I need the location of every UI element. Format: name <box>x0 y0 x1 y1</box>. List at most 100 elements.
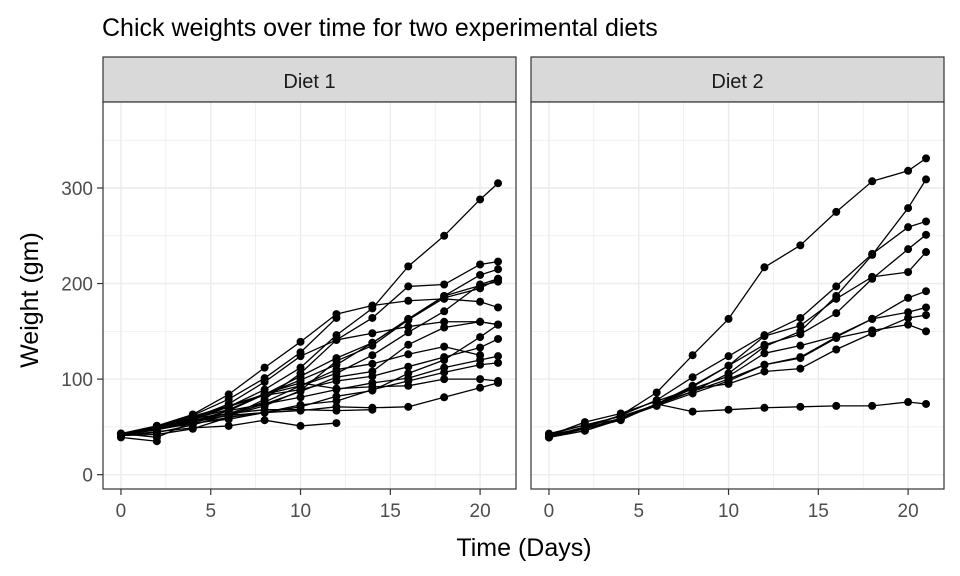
data-point <box>832 309 841 318</box>
y-tick-label: 100 <box>61 370 93 391</box>
y-axis-title: Weight (gm) <box>16 232 44 368</box>
data-point <box>832 282 841 291</box>
data-point <box>832 334 841 343</box>
data-point <box>922 327 931 336</box>
data-point <box>368 359 377 368</box>
series-line <box>548 314 927 437</box>
data-point <box>494 257 503 266</box>
data-point <box>296 393 305 402</box>
y-tick-label: 0 <box>82 466 93 487</box>
data-point <box>724 352 733 361</box>
data-point <box>404 369 413 378</box>
data-point <box>368 301 377 310</box>
data-point <box>368 405 377 414</box>
x-tick-label: 5 <box>205 501 216 522</box>
data-point <box>152 425 161 434</box>
data-point <box>922 303 931 312</box>
data-point <box>494 378 503 387</box>
data-point <box>652 388 661 397</box>
data-point <box>260 408 269 417</box>
data-point <box>494 358 503 367</box>
data-point <box>404 282 413 291</box>
data-point <box>404 402 413 411</box>
data-point <box>922 230 931 239</box>
data-point <box>688 373 697 382</box>
data-point <box>760 349 769 358</box>
data-point <box>332 313 341 322</box>
data-point <box>904 223 913 232</box>
data-point <box>904 320 913 329</box>
data-point <box>368 385 377 394</box>
data-point <box>868 401 877 410</box>
data-point <box>724 377 733 386</box>
data-point <box>868 250 877 259</box>
x-tick-label: 5 <box>633 501 644 522</box>
data-point <box>494 265 503 274</box>
data-point <box>652 401 661 410</box>
data-point <box>188 412 197 421</box>
data-point <box>404 322 413 331</box>
x-tick-label: 20 <box>898 501 919 522</box>
data-point <box>296 363 305 372</box>
data-point <box>404 262 413 271</box>
series-line <box>120 436 157 442</box>
data-point <box>494 274 503 283</box>
data-point <box>260 416 269 425</box>
data-point <box>332 356 341 365</box>
data-point <box>544 430 553 439</box>
facet-panel: Diet 2 0 5 10 15 20 <box>530 56 945 522</box>
strip-label: Diet 1 <box>283 71 335 93</box>
series-group <box>116 358 503 440</box>
x-tick-label: 10 <box>290 501 311 522</box>
data-point <box>904 308 913 317</box>
data-point <box>404 328 413 337</box>
data-point <box>832 345 841 354</box>
data-point <box>832 401 841 410</box>
chart-title: Chick weights over time for two experime… <box>102 14 658 42</box>
data-point <box>688 351 697 360</box>
data-point <box>440 293 449 302</box>
data-point <box>904 268 913 277</box>
data-point <box>868 177 877 186</box>
data-point <box>224 395 233 404</box>
data-point <box>904 313 913 322</box>
data-point <box>440 342 449 351</box>
data-point <box>494 303 503 312</box>
x-tick-label: 15 <box>380 501 401 522</box>
data-point <box>832 207 841 216</box>
data-point <box>796 354 805 363</box>
data-point <box>368 341 377 350</box>
data-point <box>796 364 805 373</box>
series-line <box>548 323 927 436</box>
data-point <box>296 369 305 378</box>
data-point <box>904 245 913 254</box>
data-point <box>922 311 931 320</box>
x-tick-label: 15 <box>808 501 829 522</box>
data-point <box>832 291 841 300</box>
data-point <box>332 377 341 386</box>
data-point <box>368 372 377 381</box>
data-point <box>440 307 449 316</box>
strip-label: Diet 2 <box>711 71 763 93</box>
data-point <box>368 378 377 387</box>
data-point <box>476 317 485 326</box>
data-point <box>922 217 931 226</box>
data-point <box>296 385 305 394</box>
data-point <box>904 398 913 407</box>
data-point <box>494 179 503 188</box>
data-point <box>868 314 877 323</box>
data-point <box>296 337 305 346</box>
data-point <box>476 297 485 306</box>
data-point <box>760 263 769 272</box>
data-point <box>724 369 733 378</box>
data-point <box>188 419 197 428</box>
data-point <box>296 421 305 430</box>
data-point <box>904 204 913 213</box>
data-point <box>440 323 449 332</box>
data-point <box>260 391 269 400</box>
panel-border <box>102 101 517 490</box>
data-point <box>922 175 931 184</box>
data-point <box>296 400 305 409</box>
data-point <box>440 317 449 326</box>
